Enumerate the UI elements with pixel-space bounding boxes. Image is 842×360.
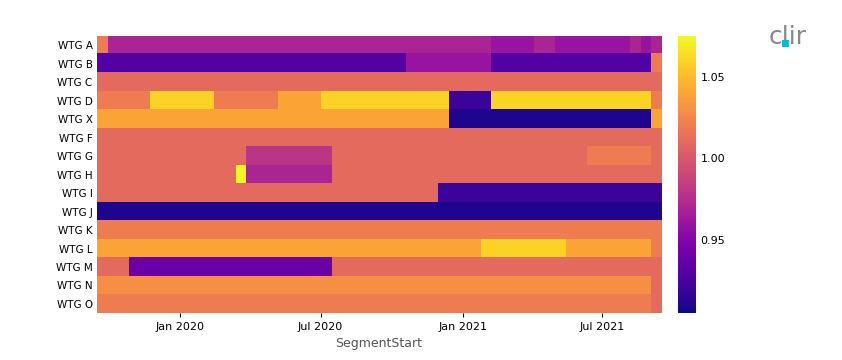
Text: clir: clir: [778, 25, 817, 49]
Text: ·: ·: [778, 27, 793, 65]
Text: clir: clir: [768, 25, 807, 49]
X-axis label: SegmentStart: SegmentStart: [335, 337, 423, 350]
